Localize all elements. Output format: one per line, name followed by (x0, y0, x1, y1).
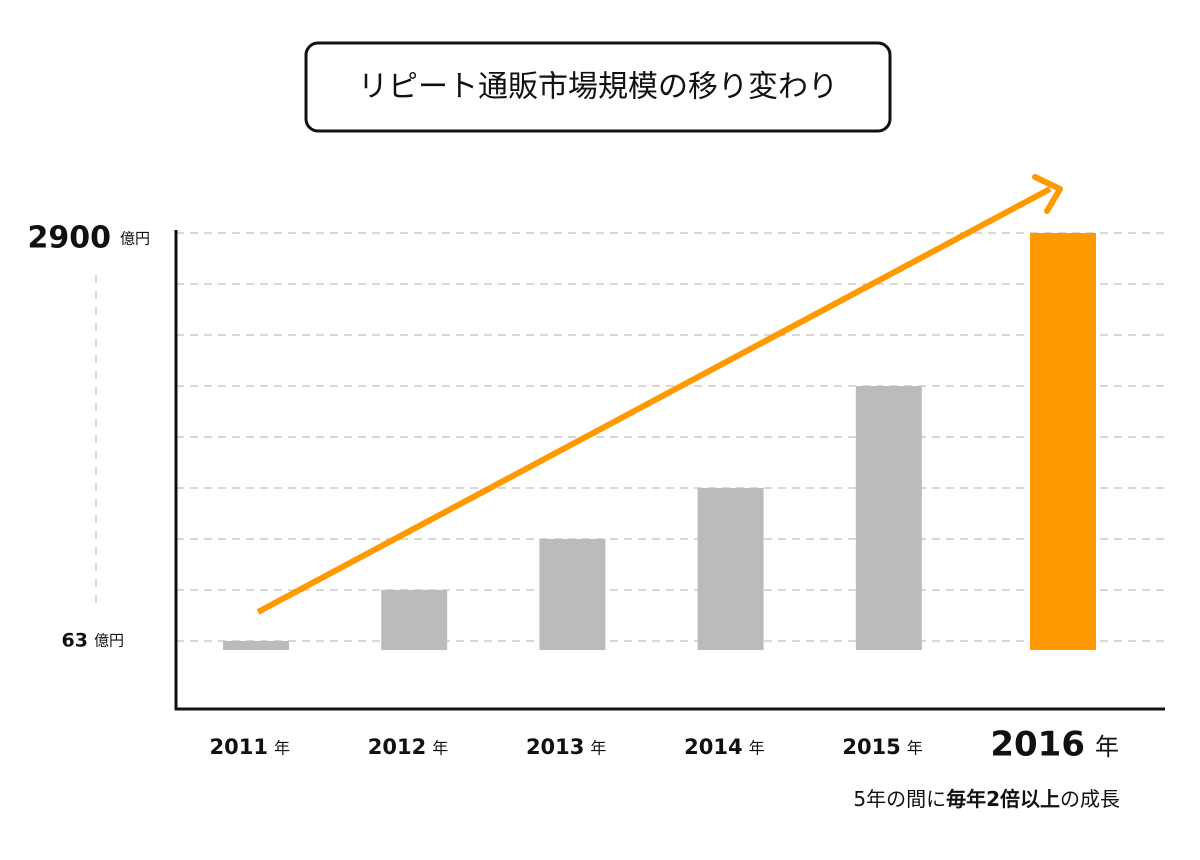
plot (176, 232, 1165, 651)
x-unit: 年 (590, 739, 606, 758)
x-tick-label: 2011 (210, 735, 268, 759)
x-tick-label: 2015 (842, 735, 900, 759)
x-tick-label: 2014 (684, 735, 742, 759)
bar (697, 487, 764, 651)
trend-arrow (256, 186, 1052, 615)
y-unit: 億円 (94, 631, 124, 649)
bar (381, 589, 448, 651)
x-unit: 年 (432, 739, 448, 758)
x-unit: 年 (907, 739, 923, 758)
x-tick-label: 2013 (526, 735, 584, 759)
y-tick-label: 2900 (28, 221, 112, 256)
arrow-head (1032, 174, 1063, 214)
bar (855, 386, 922, 651)
chart-title: リピート通販市場規模の移り変わり (358, 70, 838, 105)
bar (539, 539, 606, 651)
x-tick-label: 2012 (368, 735, 426, 759)
x-tick-label: 2016 (990, 725, 1085, 765)
y-tick-label: 63 (62, 629, 88, 651)
note-part: 5年の間に (853, 787, 946, 811)
x-unit: 年 (1095, 733, 1119, 761)
x-unit: 年 (749, 739, 765, 758)
bar (223, 640, 289, 651)
y-unit: 億円 (120, 230, 150, 248)
bar (1030, 233, 1096, 651)
title-box (304, 41, 892, 133)
note: 5年の間に毎年2倍以上の成長 (853, 787, 1120, 811)
x-unit: 年 (274, 739, 290, 758)
note-part: の成長 (1060, 787, 1120, 811)
note-emphasis: 毎年2倍以上 (946, 787, 1060, 811)
